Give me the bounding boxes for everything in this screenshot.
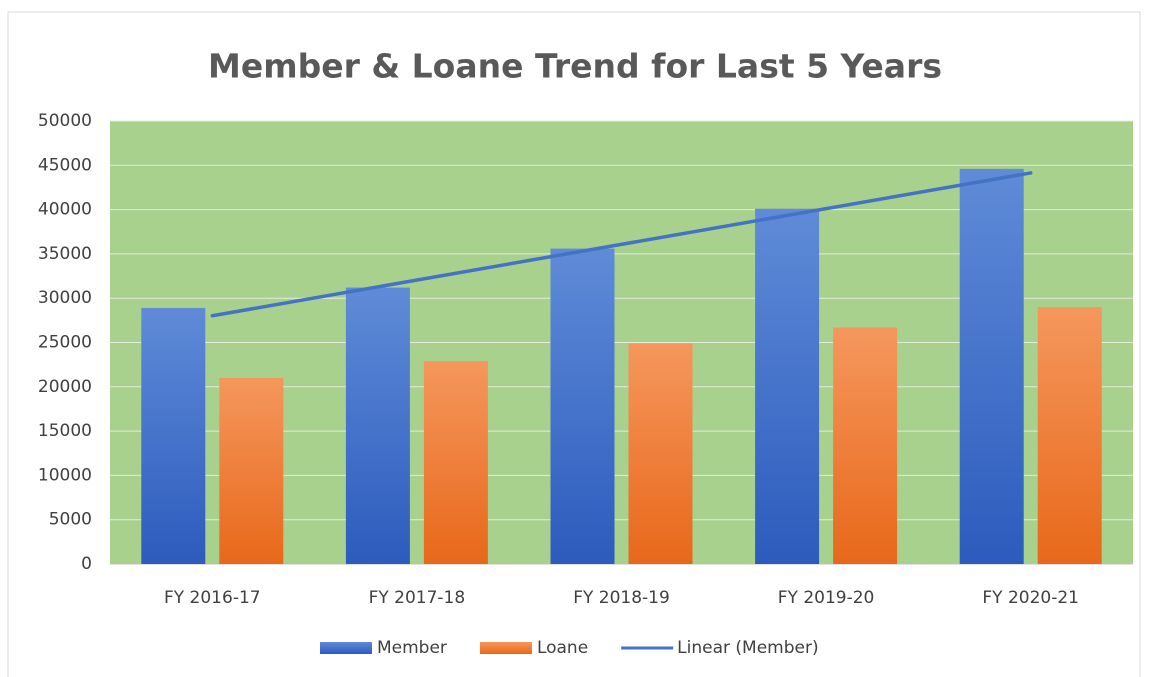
x-tick-label: FY 2019-20 xyxy=(778,588,875,608)
legend-label: Member xyxy=(377,638,447,658)
bar xyxy=(755,208,820,565)
x-tick-label: FY 2017-18 xyxy=(369,588,466,608)
y-tick-label: 50000 xyxy=(38,111,92,131)
legend-swatch xyxy=(479,642,532,654)
x-tick-label: FY 2020-21 xyxy=(982,588,1079,608)
y-tick-label: 25000 xyxy=(38,333,92,353)
x-tick-label: FY 2018-19 xyxy=(573,588,670,608)
y-tick-label: 10000 xyxy=(38,465,92,485)
y-tick-label: 45000 xyxy=(38,155,92,175)
bar xyxy=(141,307,206,564)
legend-swatch xyxy=(320,642,372,654)
bar xyxy=(1037,307,1102,564)
trendline xyxy=(210,171,1033,318)
bar xyxy=(219,377,284,564)
bar xyxy=(550,248,615,565)
y-tick-label: 0 xyxy=(81,554,92,574)
y-tick-label: 15000 xyxy=(38,421,92,441)
y-tick-label: 35000 xyxy=(38,244,92,264)
bar xyxy=(345,287,410,564)
y-tick-label: 30000 xyxy=(38,288,92,308)
chart-title: Member & Loane Trend for Last 5 Years xyxy=(208,47,942,86)
y-tick-label: 5000 xyxy=(49,510,92,530)
bar xyxy=(423,361,488,564)
legend-label: Loane xyxy=(537,638,588,658)
x-tick-label: FY 2016-17 xyxy=(164,588,261,608)
legend-label: Linear (Member) xyxy=(677,638,818,658)
y-tick-label: 40000 xyxy=(38,200,92,220)
bar xyxy=(959,168,1024,564)
y-tick-label: 20000 xyxy=(38,377,92,397)
bar xyxy=(628,343,693,564)
bar xyxy=(833,327,898,564)
